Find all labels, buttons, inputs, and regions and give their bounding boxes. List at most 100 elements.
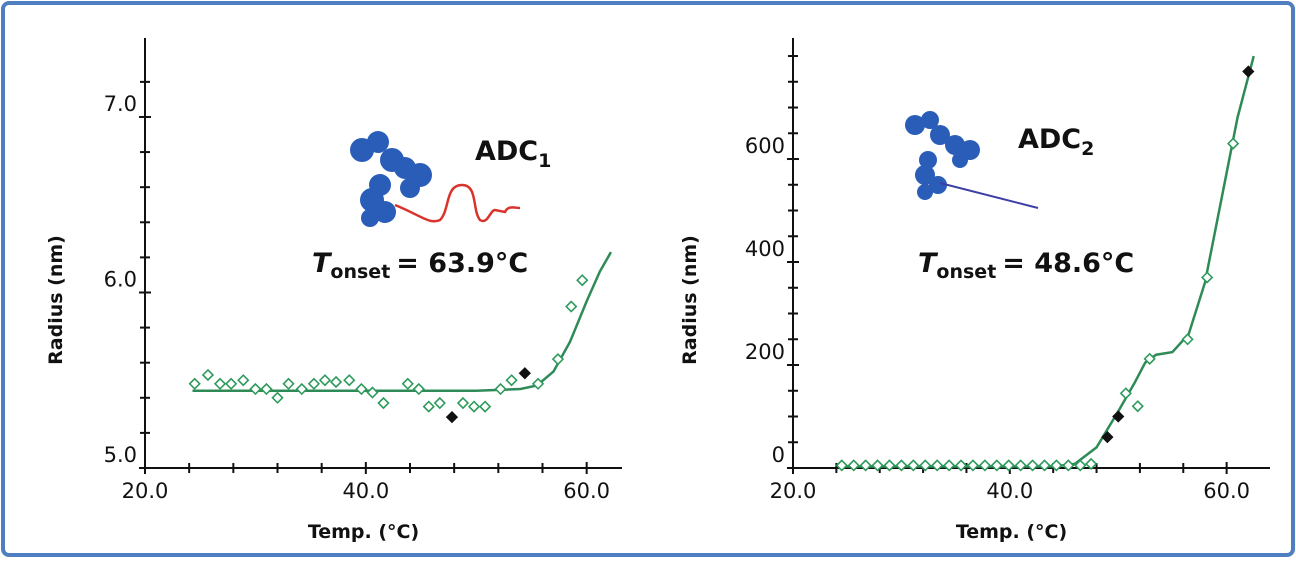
- sample-sub: 1: [538, 150, 551, 172]
- data-point: [271, 391, 284, 404]
- data-point: [260, 382, 273, 396]
- data-point: [282, 377, 295, 390]
- y-tick-label: 400: [745, 237, 785, 261]
- data-point: [494, 382, 507, 396]
- chart: 20.0 40.0 60.0 5.0 6.0 7.0 Temp. (°C) Radius (n…: [45, 38, 622, 543]
- onset-sub: onset: [936, 261, 996, 283]
- data-point: [1181, 333, 1194, 346]
- data-point: [422, 400, 435, 413]
- data-point: [201, 368, 215, 382]
- data-point: [1050, 459, 1063, 472]
- data-point: [871, 459, 884, 472]
- data-point: [1119, 387, 1132, 400]
- data-point: [1062, 459, 1075, 472]
- y-tick-label: 600: [745, 134, 785, 158]
- data-point: [942, 459, 956, 472]
- data-point: [478, 400, 492, 413]
- data-point: [224, 377, 238, 390]
- x-axis-label: Temp. (°C): [308, 521, 419, 543]
- data-point: [318, 374, 332, 387]
- sample-name: ADC: [1018, 124, 1081, 155]
- black-point: [518, 367, 531, 380]
- adc2-icon: [905, 111, 1039, 209]
- onset-symbol: T: [312, 248, 333, 279]
- data-point: [1026, 459, 1039, 472]
- onset-value: = 48.6°C: [1002, 248, 1134, 279]
- data-point: [883, 459, 896, 472]
- onset-symbol: T: [918, 248, 939, 279]
- sample-name: ADC: [475, 136, 538, 167]
- data-point: [412, 382, 425, 396]
- data-point: [377, 396, 390, 410]
- data-point: [847, 459, 860, 472]
- sample-label: ADC2: [1018, 124, 1094, 160]
- sample-sub: 2: [1081, 138, 1094, 160]
- data-point: [978, 459, 992, 472]
- data-point: [343, 374, 356, 387]
- black-point: [1101, 430, 1114, 444]
- data-point: [565, 300, 578, 313]
- data-point: [1200, 271, 1214, 284]
- data-point: [1143, 352, 1156, 365]
- adc1-icon: [350, 131, 521, 227]
- data-point: [355, 382, 368, 396]
- data-point: [307, 377, 321, 390]
- onset-label: Tonset = 48.6°C: [918, 248, 1134, 283]
- y-tick-label: 200: [745, 340, 785, 364]
- sample-label: ADC1: [475, 136, 551, 172]
- data-point: [467, 400, 481, 413]
- data-point: [249, 382, 262, 396]
- black-point: [1242, 65, 1255, 78]
- data-point: [1014, 459, 1027, 472]
- y-tick-label: 6.0: [104, 267, 137, 291]
- data-point: [1038, 459, 1051, 472]
- data-point: [213, 377, 227, 390]
- data-point: [295, 382, 308, 396]
- fit-curve: [192, 251, 613, 393]
- x-tick-label: 20.0: [122, 479, 169, 503]
- black-point: [1112, 410, 1125, 423]
- data-point: [1002, 459, 1015, 472]
- data-point: [919, 459, 932, 472]
- data-point: [895, 459, 908, 472]
- data-point: [1131, 400, 1144, 413]
- y-tick-label: 5.0: [104, 443, 137, 467]
- x-tick-label: 60.0: [1203, 479, 1250, 503]
- data-point: [366, 386, 379, 399]
- data-point: [433, 396, 446, 410]
- data-point: [954, 459, 968, 472]
- onset-sub: onset: [330, 261, 390, 283]
- data-point: [531, 377, 545, 390]
- x-tick-label: 60.0: [563, 479, 610, 503]
- x-axis-label: Temp. (°C): [956, 521, 1067, 543]
- data-point: [1084, 457, 1098, 471]
- y-axis-label: Radius (nm): [679, 235, 701, 365]
- data-point: [551, 353, 565, 366]
- data-point: [188, 377, 201, 390]
- onset-label: Tonset = 63.9°C: [312, 248, 528, 283]
- x-tick-label: 40.0: [342, 479, 389, 503]
- x-tick-label: 20.0: [770, 479, 817, 503]
- onset-value: = 63.9°C: [396, 248, 528, 279]
- data-point: [329, 375, 343, 389]
- data-point: [456, 396, 470, 410]
- data-point: [907, 459, 920, 472]
- data-point: [1227, 137, 1240, 150]
- chart: 20.0 40.0 60.0 0 200 400 600 Temp. (°C) Radius (…: [679, 38, 1270, 543]
- x-tick-label: 40.0: [986, 479, 1033, 503]
- y-tick-label: 0: [772, 443, 785, 467]
- data-point: [835, 459, 848, 472]
- data-point: [576, 274, 589, 287]
- data-point: [859, 459, 872, 472]
- y-axis-label: Radius (nm): [45, 235, 67, 365]
- data-point: [505, 374, 518, 387]
- data-point: [931, 459, 944, 472]
- y-tick-label: 7.0: [104, 92, 137, 116]
- data-point: [1074, 459, 1087, 472]
- black-point: [445, 410, 459, 424]
- data-point: [966, 459, 980, 472]
- data-point: [990, 459, 1003, 472]
- data-point: [237, 374, 250, 387]
